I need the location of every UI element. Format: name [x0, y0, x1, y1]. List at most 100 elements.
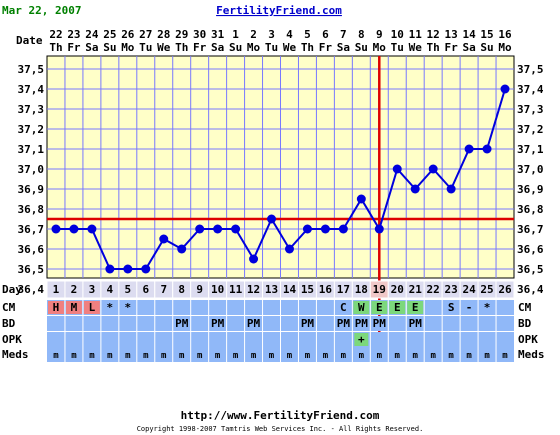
cm-row-label: CM — [2, 301, 16, 314]
meds-value: m — [323, 351, 329, 361]
y-axis-ticks: 37,5 37,5 37,4 37,4 37,3 37,3 37,2 37,2 37,1 37,1… — [18, 63, 544, 296]
meds-value: m — [215, 351, 221, 361]
cm-value: * — [125, 301, 132, 314]
y-tick-label-left: 37,2 — [18, 123, 45, 136]
meds-value: m — [125, 351, 131, 361]
bd-row-label: BD — [2, 317, 16, 330]
bd-value: PM — [301, 317, 315, 330]
cm-value: * — [107, 301, 114, 314]
weekday-label: Sa — [337, 41, 350, 54]
meds-row-label: Meds — [2, 348, 29, 361]
cm-cell-fill — [407, 301, 424, 314]
date-number: 2 — [250, 28, 257, 41]
temperature-point — [392, 164, 402, 174]
bd-row-label-right: BD — [518, 317, 532, 330]
date-number: 30 — [193, 28, 206, 41]
date-number: 29 — [175, 28, 188, 41]
cm-cell-fill — [371, 301, 388, 314]
weekday-label: Fr — [67, 41, 81, 54]
meds-value: m — [161, 351, 167, 361]
weekday-label: Tu — [391, 41, 404, 54]
cm-value: M — [71, 301, 78, 314]
day-number: 18 — [355, 283, 368, 296]
day-number: 3 — [89, 283, 96, 296]
date-number: 12 — [427, 28, 440, 41]
cm-value: W — [358, 301, 365, 314]
weekday-label: Th — [175, 41, 188, 54]
y-tick-label-left: 36,9 — [18, 183, 45, 196]
cm-value: - — [466, 301, 473, 314]
opk-row-label: OPK — [2, 333, 22, 346]
day-number: 2 — [71, 283, 78, 296]
day-number: 16 — [319, 283, 333, 296]
day-number: 21 — [409, 283, 423, 296]
temperature-point — [302, 224, 312, 234]
day-cell — [495, 280, 515, 299]
y-tick-label-right: 36,7 — [517, 223, 544, 236]
cm-value: E — [412, 301, 419, 314]
weekday-label: Mo — [247, 41, 261, 54]
cm-cell-fill — [353, 301, 370, 314]
cm-value: L — [89, 301, 96, 314]
date-number: 8 — [358, 28, 365, 41]
temperature-point — [338, 224, 348, 234]
temperature-point — [249, 254, 259, 264]
y-tick-label-left: 37,4 — [18, 83, 45, 96]
weekday-label: Sa — [211, 41, 224, 54]
meds-value: m — [359, 351, 365, 361]
weekday-label: We — [283, 41, 297, 54]
date-number: 27 — [139, 28, 152, 41]
date-number: 10 — [391, 28, 404, 41]
bd-value: PM — [355, 317, 369, 330]
date-number: 14 — [462, 28, 476, 41]
weekday-label: Su — [480, 41, 493, 54]
day-number: 26 — [498, 283, 512, 296]
cm-cell-fill — [48, 301, 64, 314]
temperature-point — [446, 184, 456, 194]
date-number: 9 — [376, 28, 383, 41]
bd-value: PM — [373, 317, 387, 330]
weekday-label: Mo — [373, 41, 387, 54]
footer-copyright: Copyright 1998-2007 Tamtris Web Services… — [137, 425, 424, 433]
y-tick-label-right: 36,5 — [517, 263, 544, 276]
y-tick-label-right: 36,9 — [517, 183, 544, 196]
weekday-label: Su — [229, 41, 242, 54]
date-number: 11 — [409, 28, 423, 41]
weekday-label: Sa — [462, 41, 475, 54]
temperature-point — [464, 144, 474, 154]
cm-value: S — [448, 301, 455, 314]
weekday-label: Fr — [445, 41, 459, 54]
day-number: 5 — [125, 283, 132, 296]
y-tick-label-left: 36,7 — [18, 223, 45, 236]
temperature-point — [374, 224, 384, 234]
weekday-label: Fr — [193, 41, 207, 54]
weekday-label: Su — [103, 41, 116, 54]
date-number: 24 — [85, 28, 99, 41]
y-tick-label-right: 36,8 — [517, 203, 544, 216]
y-tick-label-left: 36,5 — [18, 263, 45, 276]
meds-value: m — [448, 351, 454, 361]
meds-value: m — [89, 351, 95, 361]
y-tick-label-left: 37,3 — [18, 103, 45, 116]
temperature-point — [159, 234, 169, 244]
bd-value: PM — [247, 317, 261, 330]
site-title: FertilityFriend.com — [216, 4, 342, 17]
temperature-series — [51, 84, 510, 274]
y-tick-label-right: 37,5 — [517, 63, 544, 76]
bd-value: PM — [409, 317, 423, 330]
day-number: 25 — [480, 283, 493, 296]
day-number: 20 — [391, 283, 404, 296]
meds-value: m — [107, 351, 113, 361]
footer-url[interactable]: http://www.FertilityFriend.com — [181, 409, 380, 422]
cm-row-label-right: CM — [518, 301, 532, 314]
meds-value: m — [395, 351, 401, 361]
meds-value: m — [305, 351, 311, 361]
date-number: 3 — [268, 28, 275, 41]
weekday-label: Mo — [498, 41, 512, 54]
day-number: 14 — [283, 283, 297, 296]
meds-value: m — [53, 351, 59, 361]
y-tick-label-right: 37,0 — [517, 163, 544, 176]
day-number: 22 — [427, 283, 440, 296]
weekday-label: Tu — [265, 41, 278, 54]
meds-value: m — [287, 351, 293, 361]
